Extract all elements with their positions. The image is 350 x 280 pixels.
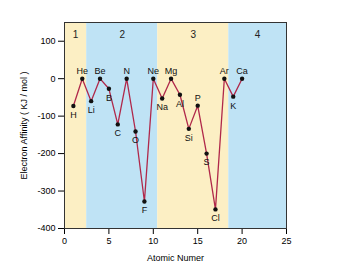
svg-text:N: N [123,66,130,76]
svg-text:3: 3 [190,29,196,40]
svg-text:Be: Be [95,66,106,76]
svg-text:Atomic Numer: Atomic Numer [147,253,204,263]
svg-text:-100: -100 [37,111,55,121]
svg-text:Ne: Ne [148,66,160,76]
svg-text:Electron Affinity ( KJ / mol ): Electron Affinity ( KJ / mol ) [19,72,29,180]
svg-text:F: F [142,205,148,215]
svg-text:Cl: Cl [211,213,220,223]
svg-text:P: P [195,93,201,103]
svg-text:-200: -200 [37,148,55,158]
svg-text:25: 25 [281,236,291,246]
svg-text:Ca: Ca [236,66,248,76]
svg-text:4: 4 [255,29,261,40]
svg-text:Si: Si [185,133,193,143]
svg-text:Ar: Ar [220,66,229,76]
svg-text:Li: Li [88,105,95,115]
svg-text:He: He [77,66,89,76]
svg-text:C: C [115,128,122,138]
svg-text:1: 1 [73,29,79,40]
svg-text:100: 100 [40,36,55,46]
svg-text:K: K [230,101,236,111]
svg-text:5: 5 [106,236,111,246]
svg-text:Mg: Mg [165,66,178,76]
svg-text:-400: -400 [37,223,55,233]
svg-text:S: S [204,157,210,167]
svg-text:15: 15 [193,236,203,246]
svg-text:0: 0 [62,236,67,246]
svg-text:H: H [70,110,77,120]
svg-text:Al: Al [176,99,184,109]
svg-text:10: 10 [148,236,158,246]
svg-text:0: 0 [50,74,55,84]
svg-text:Na: Na [156,102,168,112]
svg-text:20: 20 [237,236,247,246]
svg-text:2: 2 [119,29,125,40]
svg-text:O: O [132,135,139,145]
svg-text:B: B [106,93,112,103]
svg-text:-300: -300 [37,186,55,196]
